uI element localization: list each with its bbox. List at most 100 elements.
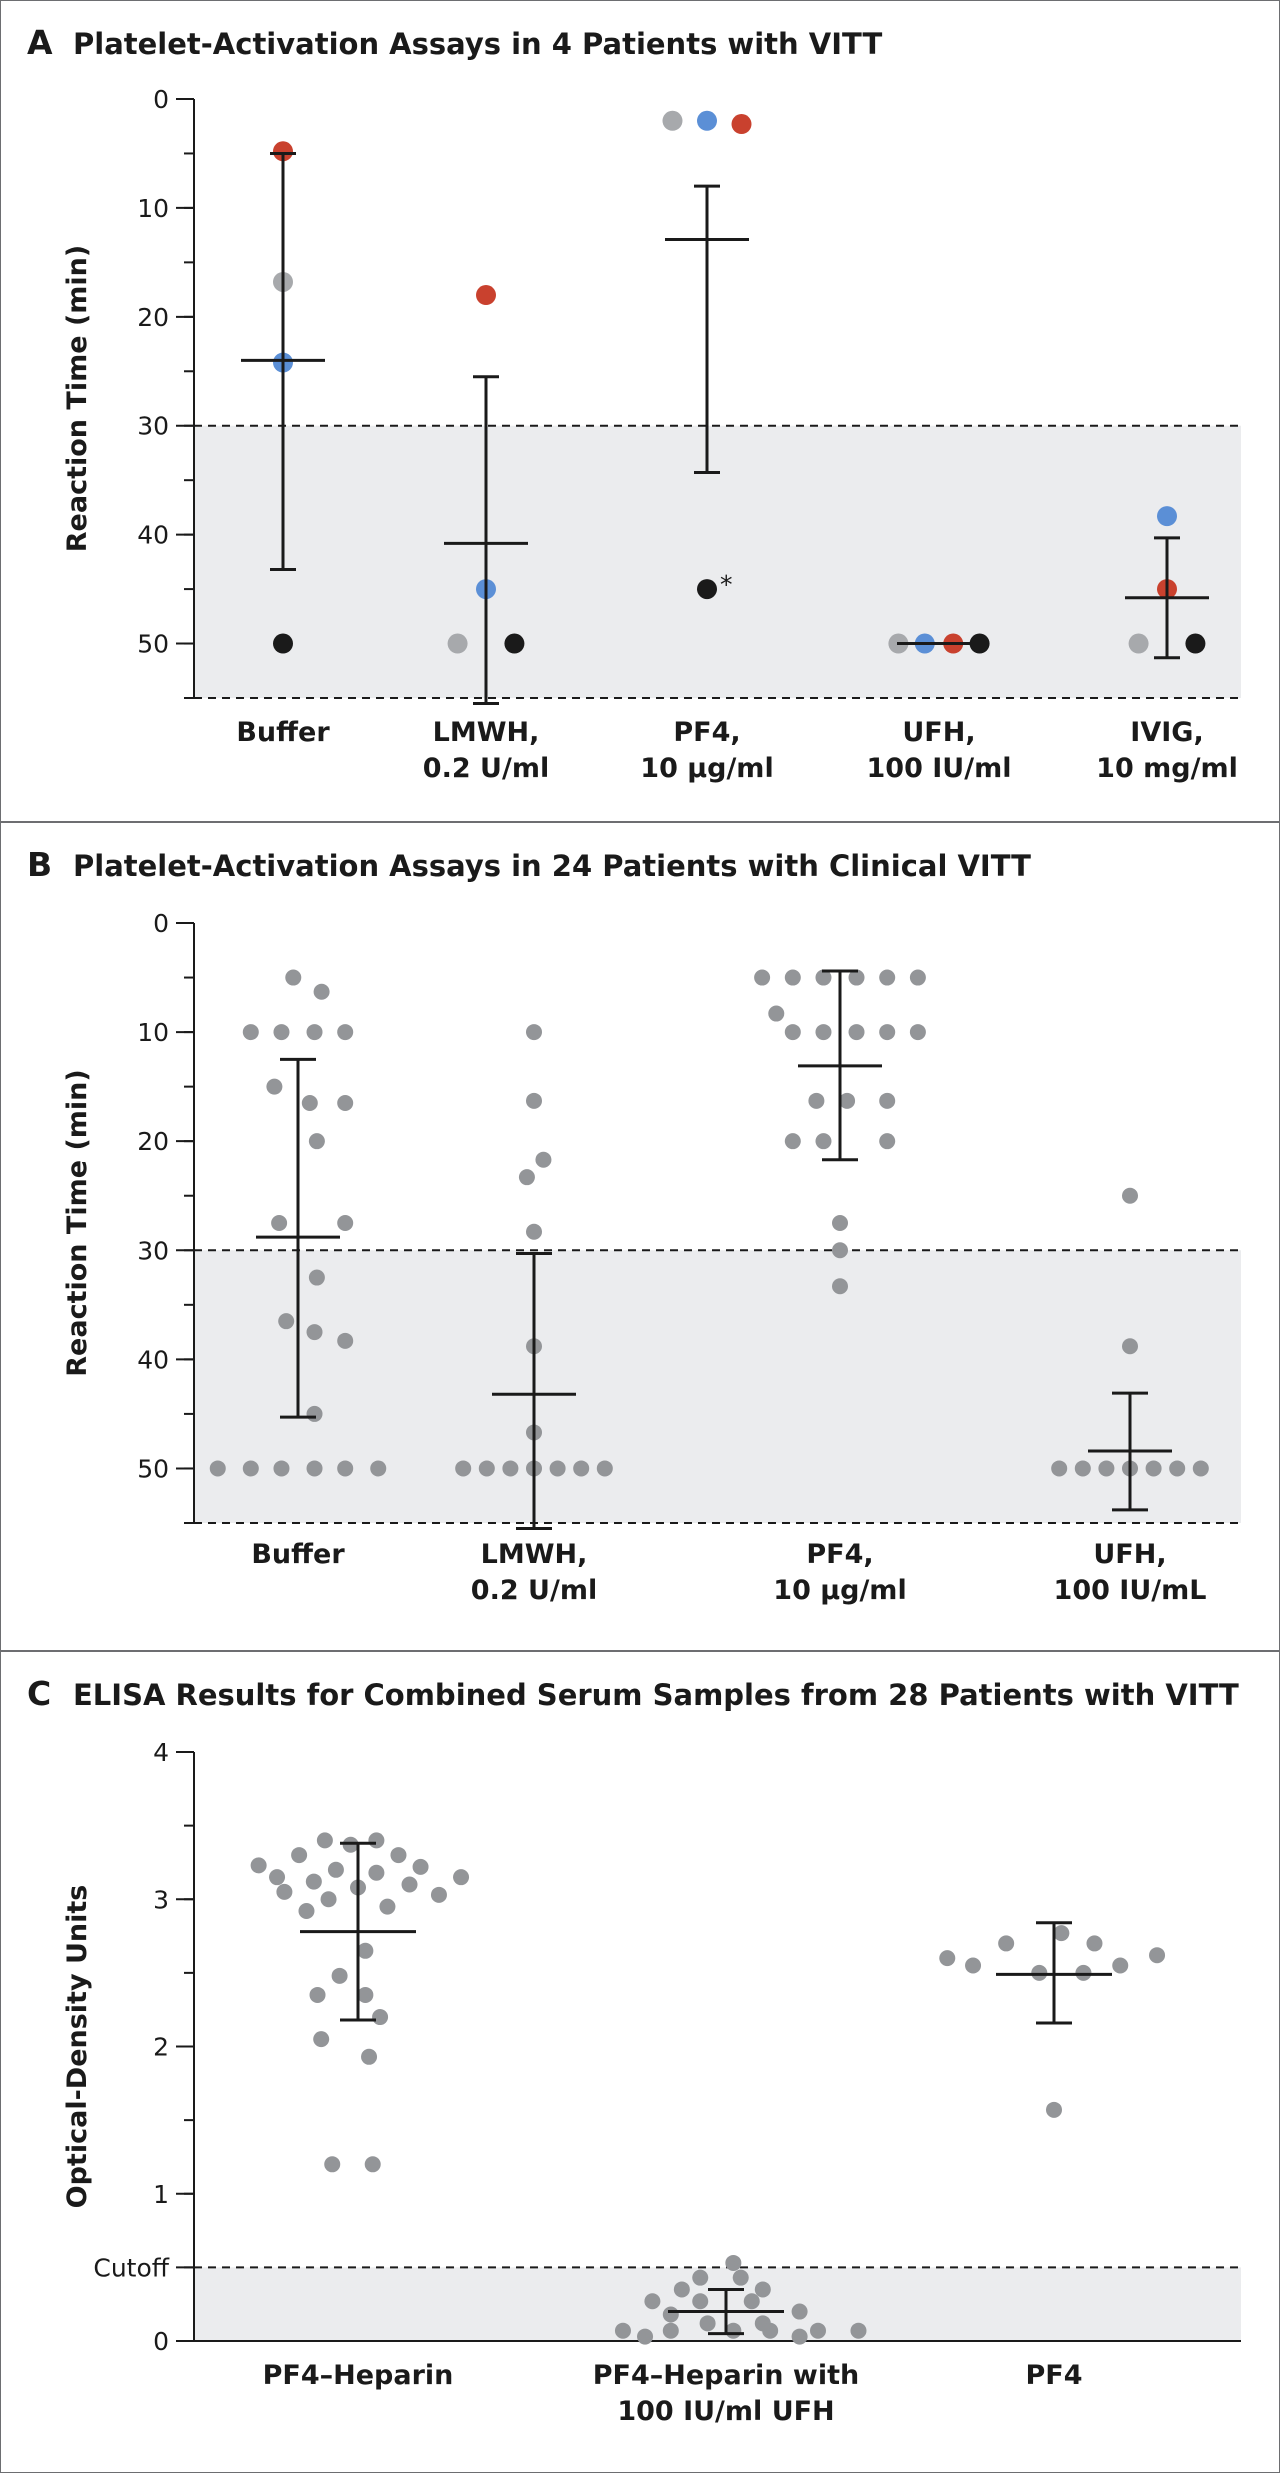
cutoff-label: Cutoff xyxy=(93,2253,169,2282)
data-point xyxy=(832,1278,848,1295)
shaded-region xyxy=(194,425,1241,698)
y-tick-label: 0 xyxy=(153,85,169,114)
data-point xyxy=(1086,1935,1103,1952)
data-point xyxy=(305,1873,322,1890)
data-point xyxy=(815,969,832,986)
data-point xyxy=(754,969,771,986)
category-label-line2: 0.2 U/ml xyxy=(471,1575,597,1606)
data-point xyxy=(372,2009,389,2026)
data-point xyxy=(370,1460,387,1477)
data-point xyxy=(762,2322,779,2339)
data-point xyxy=(614,2322,631,2339)
data-point xyxy=(573,1460,590,1477)
y-tick-label: 0 xyxy=(153,909,169,938)
data-point xyxy=(273,633,293,654)
data-point xyxy=(879,969,896,986)
data-point xyxy=(447,633,468,654)
panel-c-letter: C xyxy=(27,1674,52,1713)
category-label-line2: 10 µg/ml xyxy=(773,1575,906,1606)
data-point xyxy=(784,1133,801,1150)
data-point xyxy=(1051,1460,1068,1477)
data-point xyxy=(324,2156,341,2173)
category-label: PF4, xyxy=(806,1539,873,1570)
y-tick-label: 0 xyxy=(153,2327,169,2356)
data-point xyxy=(313,983,330,1000)
data-point xyxy=(1128,633,1149,654)
data-point xyxy=(306,1460,323,1477)
panel-a-title: Platelet-Activation Assays in 4 Patients… xyxy=(73,27,883,61)
data-point xyxy=(273,1460,290,1477)
data-point xyxy=(939,1950,956,1967)
category-label-line2: 10 mg/ml xyxy=(1096,753,1238,784)
asterisk-marker: * xyxy=(720,570,733,599)
data-point xyxy=(368,1864,385,1881)
data-point xyxy=(478,1460,495,1477)
data-point xyxy=(1098,1460,1115,1477)
y-axis-label: Reaction Time (min) xyxy=(62,245,93,552)
y-tick-label: 30 xyxy=(137,1236,169,1265)
data-point xyxy=(754,2281,771,2298)
data-point xyxy=(273,1024,290,1041)
data-point xyxy=(815,1024,832,1041)
data-point xyxy=(412,1858,429,1875)
category-label-line2: 100 IU/ml xyxy=(867,753,1012,784)
data-point xyxy=(361,2048,378,2065)
data-point xyxy=(526,1024,542,1041)
y-tick-label: 40 xyxy=(137,1345,169,1374)
data-point xyxy=(662,110,683,131)
data-point xyxy=(306,1024,323,1041)
data-point xyxy=(909,969,926,986)
data-point xyxy=(998,1935,1015,1952)
data-point xyxy=(379,1898,396,1915)
category-label-line2: 10 µg/ml xyxy=(640,753,773,784)
data-point xyxy=(316,1832,333,1849)
data-point xyxy=(504,633,525,654)
data-point xyxy=(1145,1460,1162,1477)
y-tick-label: 40 xyxy=(137,521,169,550)
data-point xyxy=(364,2156,381,2173)
data-point xyxy=(269,1869,286,1886)
data-point xyxy=(879,1024,896,1041)
data-point xyxy=(644,2293,661,2310)
data-point xyxy=(808,1092,825,1109)
data-point xyxy=(320,1891,337,1908)
data-point xyxy=(1157,506,1177,527)
data-point xyxy=(306,1324,323,1341)
data-point xyxy=(337,1095,354,1111)
shaded-region xyxy=(194,1250,1241,1523)
data-point xyxy=(692,2269,709,2286)
data-point xyxy=(768,1005,785,1022)
data-point xyxy=(791,2328,808,2345)
data-point xyxy=(1053,1925,1070,1942)
y-tick-label: 3 xyxy=(153,1885,169,1914)
data-point xyxy=(242,1460,259,1477)
data-point xyxy=(697,579,717,600)
data-point xyxy=(839,1092,856,1109)
category-label-line2: 100 IU/ml UFH xyxy=(617,2396,834,2427)
data-point xyxy=(308,1133,325,1150)
panel-b: B Platelet-Activation Assays in 24 Patie… xyxy=(0,822,1280,1651)
panel-a-letter: A xyxy=(27,23,53,62)
category-label: IVIG, xyxy=(1130,717,1203,748)
y-tick-label: 20 xyxy=(137,1127,169,1156)
data-point xyxy=(784,969,801,986)
category-label: UFH, xyxy=(1093,1539,1166,1570)
category-label: PF4, xyxy=(673,717,740,748)
data-point xyxy=(732,2269,749,2286)
data-point xyxy=(832,1242,848,1259)
data-point xyxy=(271,1215,288,1231)
data-point xyxy=(306,1405,323,1422)
data-point xyxy=(1192,1460,1209,1477)
data-point xyxy=(276,1883,293,1900)
y-tick-label: 50 xyxy=(137,1454,169,1483)
data-point xyxy=(1169,1460,1186,1477)
data-point xyxy=(791,2303,808,2320)
data-point xyxy=(692,2293,709,2310)
y-tick-label: 10 xyxy=(137,1018,169,1047)
data-point xyxy=(390,1847,407,1864)
data-point xyxy=(848,969,865,986)
y-tick-label: 30 xyxy=(137,412,169,441)
data-point xyxy=(1122,1187,1138,1204)
panel-b-letter: B xyxy=(27,845,53,884)
data-point xyxy=(879,1092,896,1109)
